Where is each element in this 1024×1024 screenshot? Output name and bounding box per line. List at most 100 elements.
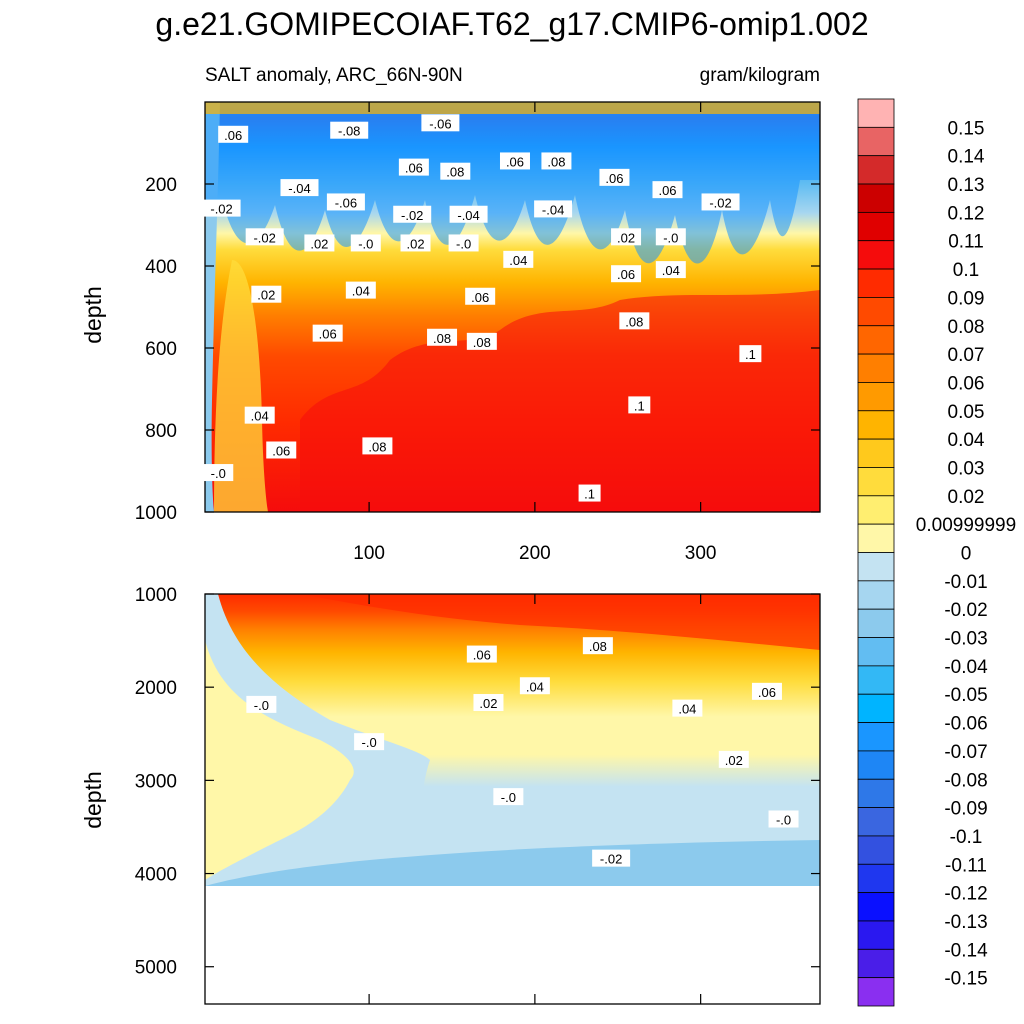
upper-contour-label: -.02: [202, 199, 241, 217]
contour-label-box: [592, 849, 631, 867]
upper-contour-label: .08: [440, 162, 471, 180]
lower-ylabel: depth: [80, 771, 106, 829]
lower-y-ticks: 1000 2000 3000 4000 5000: [135, 585, 820, 979]
lower-contour-labels: .06 .08 .04 .02 .04 .06 -.0 -.0 .02 -.0 -.0 -.02: [246, 637, 799, 867]
upper-ytick-label: 600: [145, 339, 177, 360]
contour-label-text: .08: [368, 439, 386, 454]
upper-contour-label: .1: [628, 396, 651, 414]
upper-contour-label: -.0: [350, 234, 381, 252]
colorbar-label: 0.04: [948, 430, 985, 451]
colorbar-box: [857, 353, 895, 383]
upper-xtick-label: 300: [685, 543, 717, 564]
upper-contour-label: .04: [503, 250, 534, 268]
colorbar-label: 0.14: [948, 147, 985, 168]
colorbar-label: 0.15: [948, 118, 985, 139]
colorbar-label: -0.06: [944, 714, 987, 735]
contour-label-text: -.0: [362, 735, 377, 750]
lower-ytick-label: 1000: [135, 585, 177, 606]
colorbar-boxes: [857, 98, 895, 1007]
lower-contour-label: .04: [519, 677, 550, 695]
contour-label-text: .04: [678, 702, 696, 717]
contour-label-box: [628, 396, 651, 414]
upper-contour-label: .08: [466, 332, 497, 350]
upper-plot-frame: [204, 101, 821, 513]
contour-label-box: [312, 324, 343, 342]
lower-yellow-tongue: [205, 640, 354, 880]
upper-contour-label: .06: [218, 125, 249, 143]
colorbar-label: -0.11: [945, 855, 987, 876]
colorbar-box: [857, 807, 895, 837]
contour-label-text: .06: [758, 685, 776, 700]
contour-label-box: [718, 750, 749, 768]
contour-label-text: -.0: [254, 698, 269, 713]
contour-label-box: [203, 464, 234, 482]
contour-label-box: [440, 162, 471, 180]
contour-label-box: [503, 250, 534, 268]
colorbar-label: -0.13: [944, 912, 987, 933]
colorbar-box: [857, 778, 895, 808]
colorbar-box: [857, 552, 895, 582]
contour-label-box: [578, 484, 601, 502]
contour-label-box: [393, 205, 432, 223]
colorbar-box: [857, 240, 895, 270]
contour-label-box: [534, 200, 573, 218]
colorbar-label: -0.01: [944, 572, 987, 593]
upper-contour-labels: .06 -.08 -.06 .06 .08 .06 .08 .06 .06 -.02 -.04 -.0…: [202, 114, 762, 502]
colorbar-box: [857, 211, 895, 242]
contour-label-box: [541, 152, 572, 170]
upper-contour-label: .02: [251, 285, 282, 303]
lower-ytick-label: 2000: [135, 678, 177, 699]
chart-title: g.e21.GOMIPECOIAF.T62_g17.CMIP6-omip1.00…: [155, 6, 868, 42]
contour-label-text: -.0: [358, 236, 373, 251]
upper-contour-label: -.08: [330, 121, 369, 139]
colorbar-box: [857, 382, 895, 412]
upper-contour-label: .08: [427, 328, 458, 346]
contour-label-text: .06: [506, 154, 524, 169]
contour-label-box: [672, 699, 703, 717]
upper-contour-label: .02: [611, 228, 642, 246]
contour-label-box: [768, 810, 799, 828]
upper-contour-label: .06: [611, 265, 642, 283]
colorbar-box: [857, 637, 895, 667]
lower-contour-label: -.0: [354, 733, 385, 751]
contour-label-text: .06: [471, 290, 489, 305]
contour-label-text: .06: [405, 161, 423, 176]
contour-label-text: .08: [625, 314, 643, 329]
contour-label-box: [619, 312, 650, 330]
contour-label-box: [611, 265, 642, 283]
contour-label-box: [345, 281, 376, 299]
lower-field: [205, 594, 820, 886]
contour-label-box: [655, 228, 686, 246]
contour-label-box: [326, 193, 365, 211]
contour-label-box: [493, 788, 524, 806]
contour-label-text: .08: [433, 331, 451, 346]
contour-label-text: -.04: [457, 208, 479, 223]
contour-label-box: [751, 682, 782, 700]
contour-label-text: .02: [310, 236, 328, 251]
contour-label-text: .02: [406, 236, 424, 251]
contour-label-text: -.04: [288, 181, 310, 196]
colorbar-box: [857, 98, 895, 128]
colorbar-label: 0.02: [948, 487, 985, 508]
colorbar-label: -0.07: [944, 742, 987, 763]
contour-label-text: .08: [473, 335, 491, 350]
contour-label-box: [652, 181, 683, 199]
upper-contour-label: -.02: [393, 205, 432, 223]
colorbar-box: [857, 835, 895, 865]
contour-label-box: [655, 261, 686, 279]
contour-label-text: .06: [272, 444, 290, 459]
colorbar-label: -0.1: [950, 827, 983, 848]
upper-contour-label: -.0: [655, 228, 686, 246]
lower-contour-label: -.0: [246, 695, 277, 713]
lower-ytick-label: 4000: [135, 865, 177, 886]
upper-contour-label: -.04: [534, 200, 573, 218]
colorbar-box: [857, 722, 895, 752]
contour-label-box: [739, 345, 762, 363]
upper-ytick-label: 800: [145, 421, 177, 442]
colorbar-box: [857, 665, 895, 695]
upper-ylabel: depth: [80, 286, 106, 344]
contour-label-box: [354, 733, 385, 751]
upper-contour-label: -.0: [448, 234, 479, 252]
contour-label-text: .1: [634, 398, 645, 413]
